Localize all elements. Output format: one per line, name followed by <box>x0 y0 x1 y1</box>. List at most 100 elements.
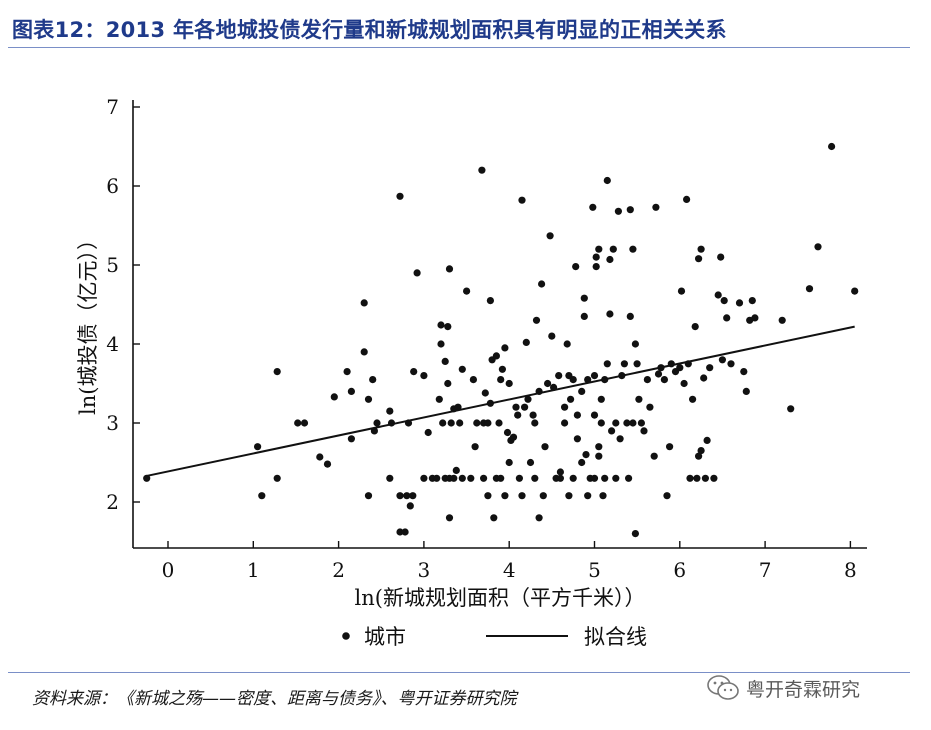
data-point-157 <box>625 474 633 482</box>
data-point-125 <box>580 294 588 302</box>
data-point-100 <box>538 280 546 288</box>
data-point-102 <box>541 443 549 451</box>
data-point-208 <box>751 314 759 322</box>
data-point-94 <box>529 411 537 419</box>
data-point-103 <box>544 379 552 388</box>
data-point-31 <box>410 368 418 376</box>
data-point-214 <box>851 287 859 295</box>
x-tick-label-5: 5 <box>588 558 601 582</box>
data-point-127 <box>584 492 592 500</box>
data-point-34 <box>420 474 428 482</box>
data-point-105 <box>548 332 556 340</box>
data-point-85 <box>512 403 520 411</box>
data-point-2 <box>258 492 266 500</box>
data-point-203 <box>735 299 744 307</box>
data-point-145 <box>603 360 611 368</box>
data-point-111 <box>561 419 569 427</box>
data-point-161 <box>629 419 637 427</box>
data-point-199 <box>718 356 727 364</box>
data-point-191 <box>697 447 705 455</box>
data-point-92 <box>524 395 532 403</box>
data-point-25 <box>396 528 404 536</box>
x-tick-label-7: 7 <box>759 558 772 582</box>
data-point-160 <box>629 245 637 253</box>
data-point-128 <box>584 376 592 384</box>
data-point-195 <box>706 364 714 372</box>
data-point-130 <box>589 203 597 211</box>
data-point-47 <box>445 265 454 273</box>
data-point-32 <box>413 269 421 277</box>
data-point-41 <box>439 419 447 427</box>
data-point-7 <box>316 453 324 461</box>
fit-line-group <box>146 325 855 477</box>
data-point-197 <box>714 291 722 299</box>
data-point-38 <box>435 395 443 403</box>
data-point-150 <box>612 419 620 427</box>
data-point-187 <box>693 474 701 482</box>
source-divider <box>8 672 910 673</box>
data-point-6 <box>300 419 309 427</box>
data-point-132 <box>590 372 599 380</box>
data-point-115 <box>565 492 573 500</box>
data-point-148 <box>608 427 616 435</box>
data-point-172 <box>654 370 663 378</box>
page-title: 图表12：2013 年各地城投债发行量和新城规划面积具有明显的正相关关系 <box>12 18 727 42</box>
data-point-62 <box>478 166 486 174</box>
data-point-57 <box>463 287 471 295</box>
data-point-124 <box>580 312 588 320</box>
data-point-109 <box>556 474 565 482</box>
data-point-153 <box>616 435 624 443</box>
data-point-75 <box>497 376 505 384</box>
fit-line <box>146 325 855 477</box>
data-point-54 <box>456 419 464 427</box>
data-point-45 <box>444 323 452 331</box>
y-tick-label-3: 3 <box>106 411 119 435</box>
data-point-80 <box>503 428 512 437</box>
data-point-77 <box>498 365 506 373</box>
y-tick-label-7: 7 <box>106 95 119 119</box>
data-point-207 <box>748 297 756 305</box>
data-point-198 <box>717 253 725 261</box>
x-tick-label-6: 6 <box>673 558 686 582</box>
data-point-204 <box>740 368 748 376</box>
data-point-48 <box>445 514 454 522</box>
legend: 城市 拟合线 <box>342 625 647 649</box>
data-point-138 <box>595 443 603 451</box>
data-point-146 <box>606 310 614 318</box>
data-point-169 <box>646 403 654 411</box>
data-point-15 <box>364 395 373 403</box>
data-point-184 <box>686 474 694 482</box>
data-point-170 <box>650 452 658 460</box>
data-point-141 <box>599 492 607 500</box>
data-point-112 <box>561 403 569 411</box>
legend-label-city: 城市 <box>364 625 406 649</box>
data-point-120 <box>573 411 582 419</box>
data-point-84 <box>509 433 518 441</box>
data-point-159 <box>626 206 634 214</box>
data-point-151 <box>612 474 620 482</box>
data-point-200 <box>720 297 728 305</box>
data-point-181 <box>680 379 688 388</box>
data-point-14 <box>360 299 368 307</box>
data-point-4 <box>273 368 281 376</box>
data-point-82 <box>505 379 513 388</box>
x-tick-label-1: 1 <box>247 558 260 582</box>
data-point-123 <box>578 387 586 395</box>
data-point-190 <box>697 245 705 253</box>
x-tick-label-0: 0 <box>162 558 175 582</box>
data-point-201 <box>723 314 731 322</box>
data-point-96 <box>531 419 539 427</box>
data-point-131 <box>590 411 599 419</box>
data-point-60 <box>471 443 479 451</box>
data-point-171 <box>652 203 660 211</box>
data-point-133 <box>590 474 599 482</box>
data-point-42 <box>441 357 449 365</box>
data-point-194 <box>703 436 711 444</box>
data-point-137 <box>595 452 603 460</box>
x-tick-label-3: 3 <box>418 558 431 582</box>
data-point-88 <box>518 196 526 204</box>
data-point-76 <box>497 474 505 482</box>
data-point-149 <box>609 245 617 253</box>
chart-points <box>143 142 859 538</box>
